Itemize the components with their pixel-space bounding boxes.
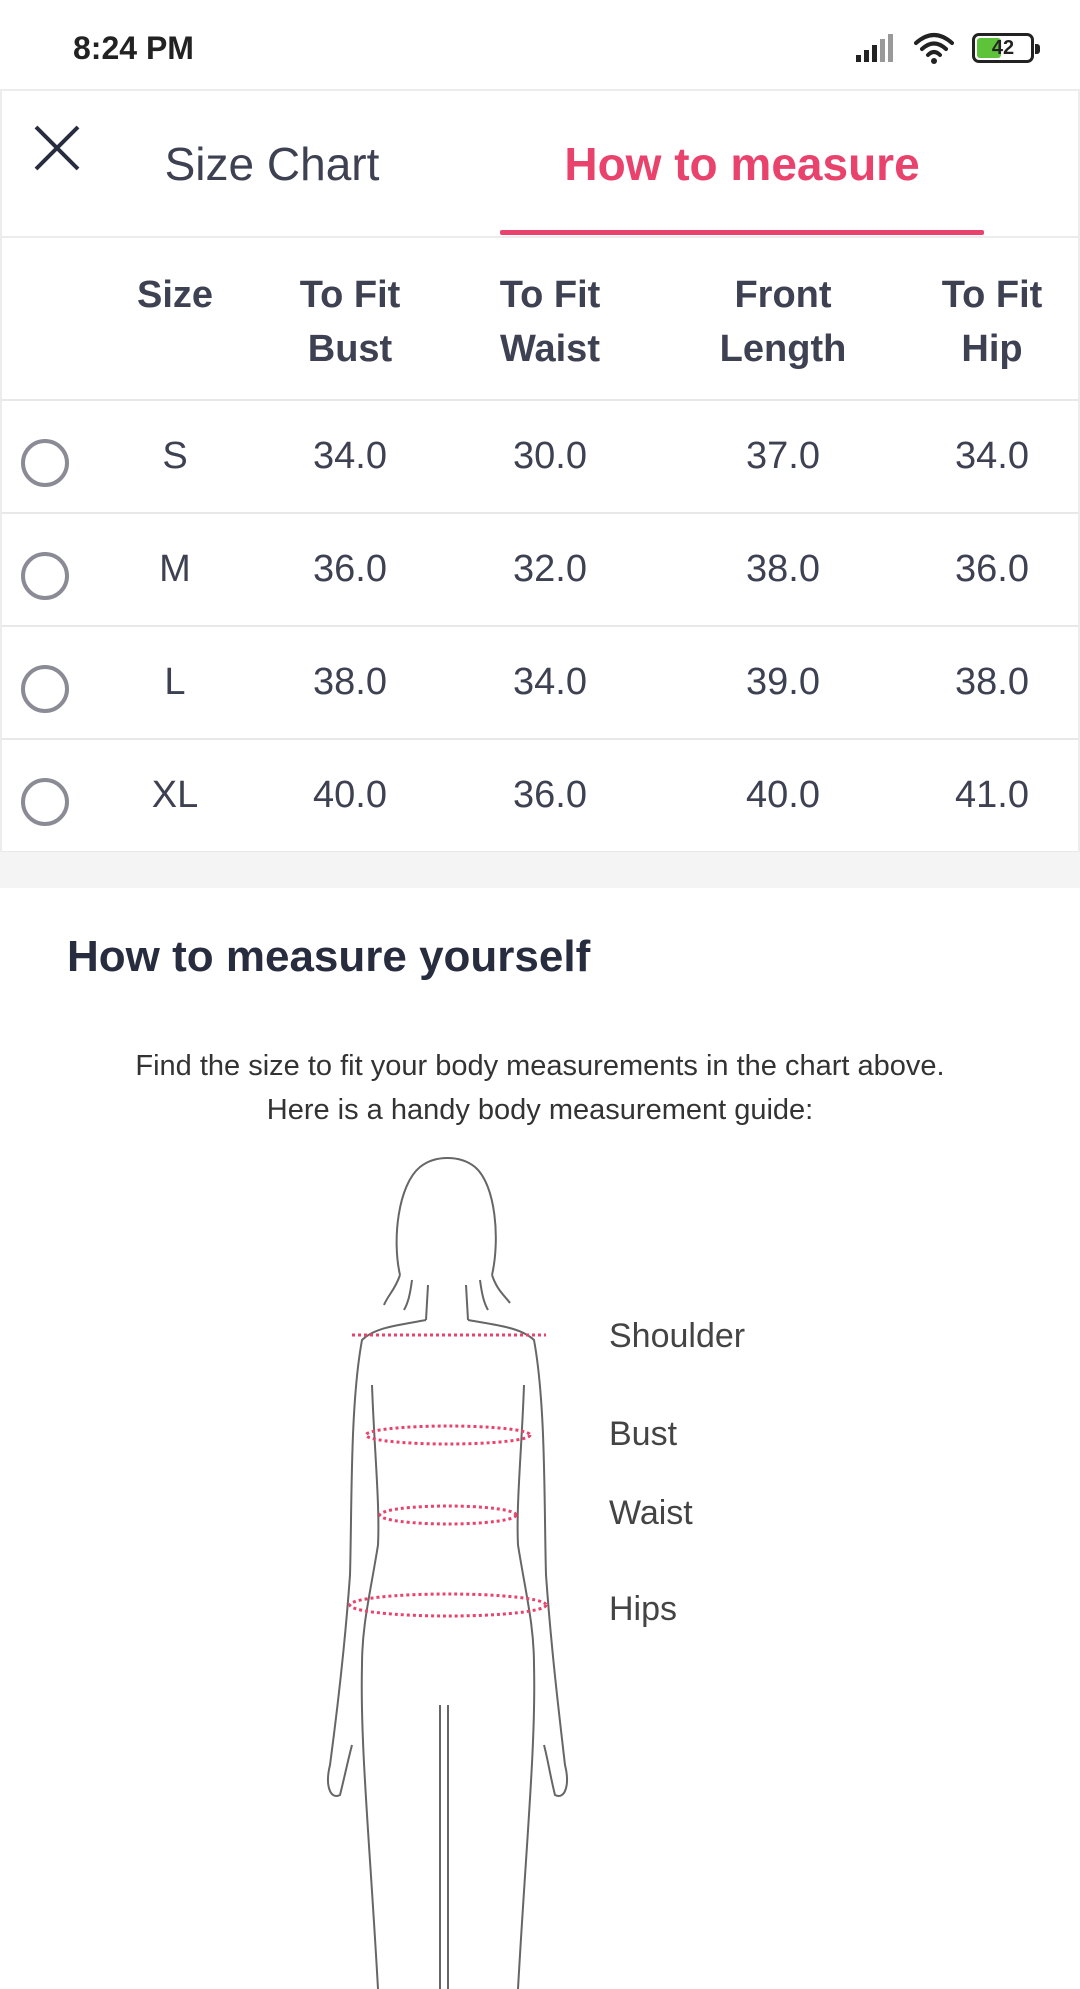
cell-bust: 40.0 bbox=[313, 774, 387, 816]
status-bar: 8:24 PM 42 bbox=[0, 0, 1080, 89]
cell-hip: 41.0 bbox=[955, 774, 1029, 816]
section-divider bbox=[0, 852, 1080, 888]
cell-front-length: 39.0 bbox=[746, 661, 820, 703]
header-waist: To Fit Waist bbox=[499, 274, 601, 370]
cell-hip: 34.0 bbox=[955, 435, 1029, 477]
signal-icon bbox=[856, 34, 893, 62]
cell-hip: 36.0 bbox=[955, 548, 1029, 590]
header-bust: To Fit Bust bbox=[299, 274, 401, 370]
table-row-s[interactable]: S 34.0 30.0 37.0 34.0 bbox=[2, 401, 1078, 514]
cell-hip: 38.0 bbox=[955, 661, 1029, 703]
battery-icon: 42 bbox=[972, 33, 1040, 63]
size-table: Size To Fit Bust To Fit Waist Front Length … bbox=[0, 238, 1080, 853]
table-row-xl[interactable]: XL 40.0 36.0 40.0 41.0 bbox=[2, 740, 1078, 853]
close-button[interactable] bbox=[28, 119, 86, 177]
battery-level: 42 bbox=[991, 36, 1015, 59]
cell-size: XL bbox=[151, 774, 199, 816]
table-header: Size To Fit Bust To Fit Waist Front Length … bbox=[2, 238, 1078, 401]
cell-front-length: 40.0 bbox=[746, 774, 820, 816]
cell-front-length: 37.0 bbox=[746, 435, 820, 477]
radio-icon[interactable] bbox=[21, 552, 69, 600]
header-front-length: Front Length bbox=[719, 274, 847, 370]
header-size: Size bbox=[136, 274, 214, 316]
radio-icon[interactable] bbox=[21, 439, 69, 487]
size-guide-header: Size Chart How to measure bbox=[0, 89, 1080, 238]
guide-line-2: Here is a handy body measurement guide: bbox=[266, 1094, 814, 1126]
guide-instructions: Find the size to fit your body measureme… bbox=[0, 1044, 1080, 1132]
cell-front-length: 38.0 bbox=[746, 548, 820, 590]
battery-fill bbox=[977, 38, 1001, 58]
cell-waist: 36.0 bbox=[513, 774, 587, 816]
radio-icon[interactable] bbox=[21, 665, 69, 713]
guide-title: How to measure yourself bbox=[67, 932, 591, 981]
cell-bust: 38.0 bbox=[313, 661, 387, 703]
close-icon bbox=[34, 125, 80, 171]
cell-size: L bbox=[164, 661, 186, 703]
cell-waist: 30.0 bbox=[513, 435, 587, 477]
table-row-l[interactable]: L 38.0 34.0 39.0 38.0 bbox=[2, 627, 1078, 740]
tab-size-chart[interactable]: Size Chart bbox=[164, 137, 380, 190]
cell-waist: 32.0 bbox=[513, 548, 587, 590]
guide-line-1: Find the size to fit your body measureme… bbox=[135, 1050, 945, 1082]
label-shoulder: Shoulder bbox=[609, 1317, 746, 1355]
table-row-m[interactable]: M 36.0 32.0 38.0 36.0 bbox=[2, 514, 1078, 627]
status-icons: 42 bbox=[854, 28, 1040, 68]
status-time: 8:24 PM bbox=[73, 30, 194, 66]
label-bust: Bust bbox=[609, 1415, 678, 1453]
header-hip: To Fit Hip bbox=[941, 274, 1043, 370]
cell-size: S bbox=[162, 435, 188, 477]
body-measurement-figure bbox=[327, 1157, 568, 1989]
cell-bust: 36.0 bbox=[313, 548, 387, 590]
cell-size: M bbox=[159, 548, 191, 590]
cell-bust: 34.0 bbox=[313, 435, 387, 477]
wifi-icon bbox=[914, 33, 954, 64]
label-hips: Hips bbox=[609, 1590, 678, 1628]
tab-how-to-measure[interactable]: How to measure bbox=[564, 137, 920, 190]
active-tab-indicator bbox=[500, 230, 984, 235]
cell-waist: 34.0 bbox=[513, 661, 587, 703]
label-waist: Waist bbox=[609, 1494, 693, 1532]
radio-icon[interactable] bbox=[21, 778, 69, 826]
